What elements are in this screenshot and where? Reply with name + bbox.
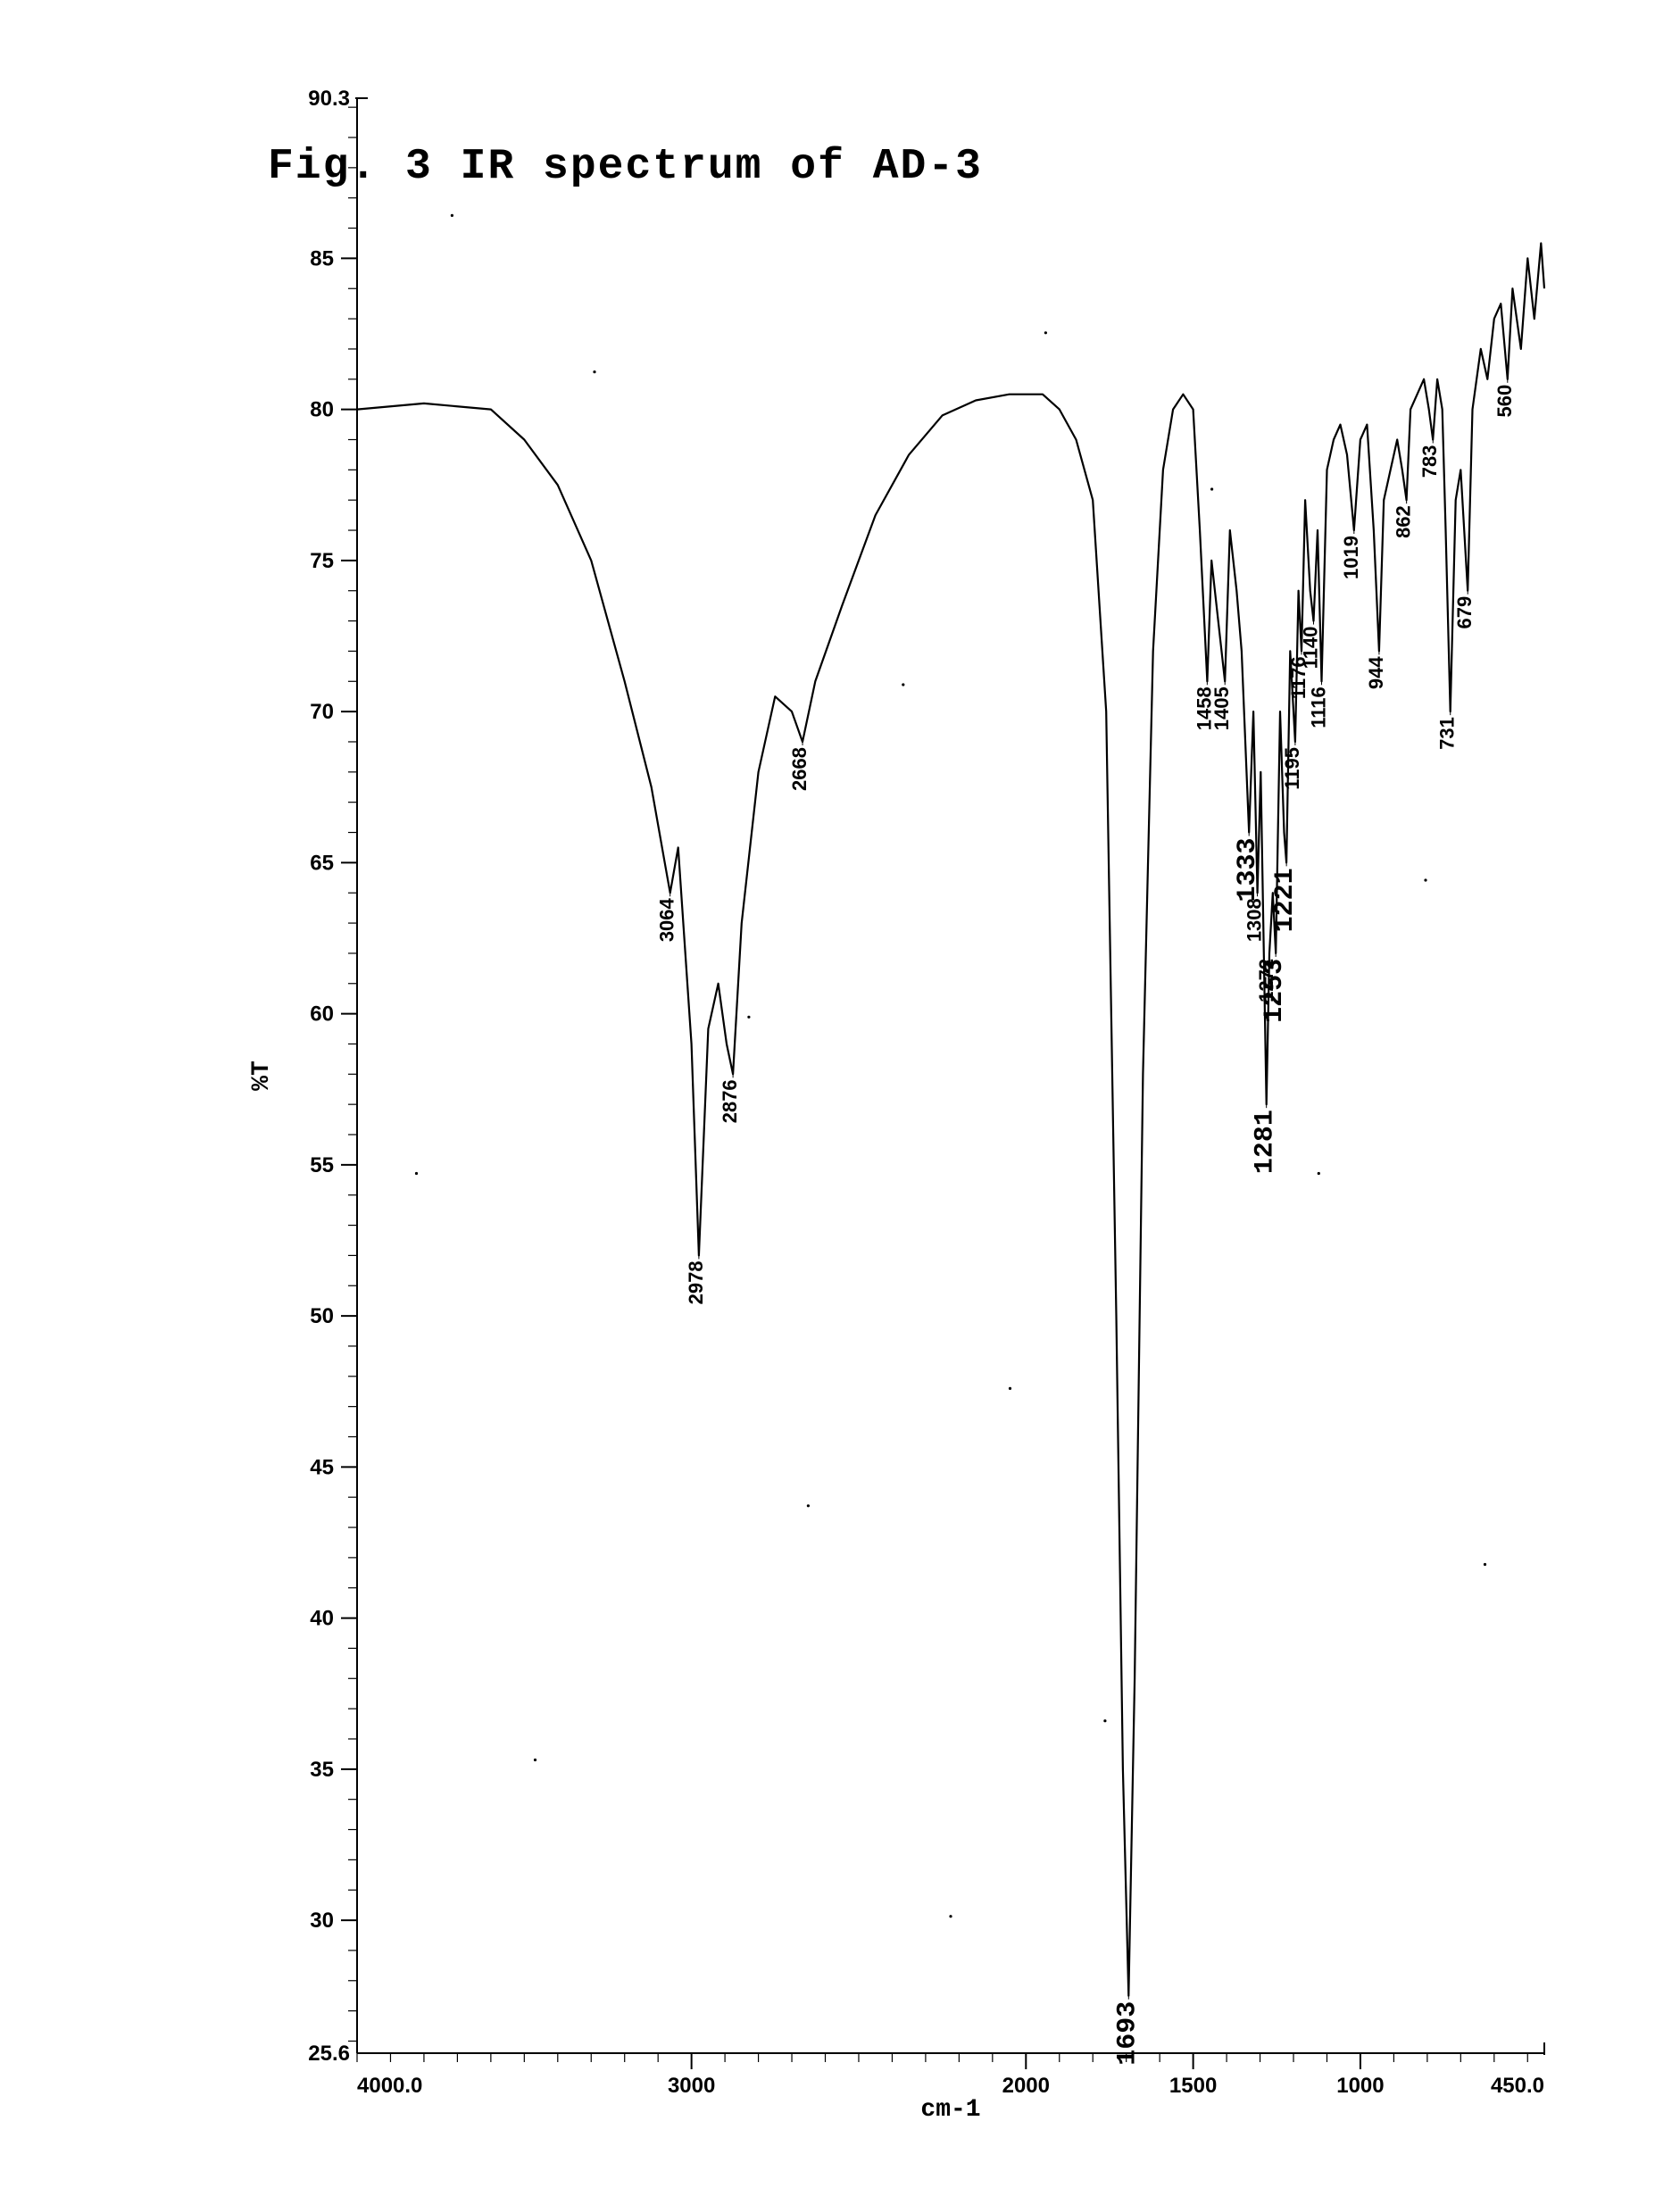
svg-text:1221: 1221 xyxy=(1270,868,1301,932)
svg-text:2668: 2668 xyxy=(788,747,811,791)
svg-text:2876: 2876 xyxy=(719,1079,741,1123)
svg-text:65: 65 xyxy=(310,851,334,875)
svg-text:30: 30 xyxy=(310,1909,334,1933)
svg-text:%T: %T xyxy=(248,1061,276,1091)
svg-text:35: 35 xyxy=(310,1758,334,1782)
svg-text:25.6: 25.6 xyxy=(308,2042,350,2066)
svg-text:560: 560 xyxy=(1493,385,1516,418)
svg-text:1308: 1308 xyxy=(1243,898,1266,942)
svg-text:944: 944 xyxy=(1365,656,1387,689)
svg-text:1281: 1281 xyxy=(1251,1110,1281,1174)
svg-text:4000.0: 4000.0 xyxy=(357,2074,422,2098)
svg-text:450.0: 450.0 xyxy=(1491,2074,1544,2098)
svg-text:cm-1: cm-1 xyxy=(920,2096,980,2124)
svg-text:1140: 1140 xyxy=(1299,627,1321,670)
svg-text:40: 40 xyxy=(310,1607,334,1631)
svg-text:1019: 1019 xyxy=(1340,536,1362,579)
svg-text:45: 45 xyxy=(310,1455,334,1479)
svg-text:1253: 1253 xyxy=(1260,959,1290,1023)
svg-text:1000: 1000 xyxy=(1336,2074,1384,2098)
svg-text:1500: 1500 xyxy=(1169,2074,1217,2098)
svg-text:55: 55 xyxy=(310,1153,334,1177)
svg-text:3000: 3000 xyxy=(668,2074,715,2098)
svg-text:1195: 1195 xyxy=(1281,747,1303,790)
svg-text:60: 60 xyxy=(310,1002,334,1027)
svg-text:1116: 1116 xyxy=(1307,686,1329,728)
svg-text:85: 85 xyxy=(310,246,334,270)
svg-text:1333: 1333 xyxy=(1233,838,1263,903)
svg-text:2978: 2978 xyxy=(685,1260,707,1304)
svg-text:731: 731 xyxy=(1436,717,1459,750)
svg-text:75: 75 xyxy=(310,549,334,573)
ir-spectrum-chart: 30 35 40 45 50 55 60 65 70 75 80 85 90.3 25.6 %T 1000 15… xyxy=(232,71,1607,2142)
svg-text:80: 80 xyxy=(310,398,334,422)
svg-text:3064: 3064 xyxy=(656,897,678,942)
svg-text:783: 783 xyxy=(1418,445,1441,478)
svg-text:1693: 1693 xyxy=(1112,2001,1143,2066)
svg-text:90.3: 90.3 xyxy=(308,87,350,111)
svg-text:70: 70 xyxy=(310,700,334,724)
svg-text:2000: 2000 xyxy=(1002,2074,1050,2098)
svg-text:862: 862 xyxy=(1393,505,1415,538)
svg-text:50: 50 xyxy=(310,1304,334,1328)
svg-text:1405: 1405 xyxy=(1210,686,1233,730)
svg-text:679: 679 xyxy=(1453,596,1476,629)
